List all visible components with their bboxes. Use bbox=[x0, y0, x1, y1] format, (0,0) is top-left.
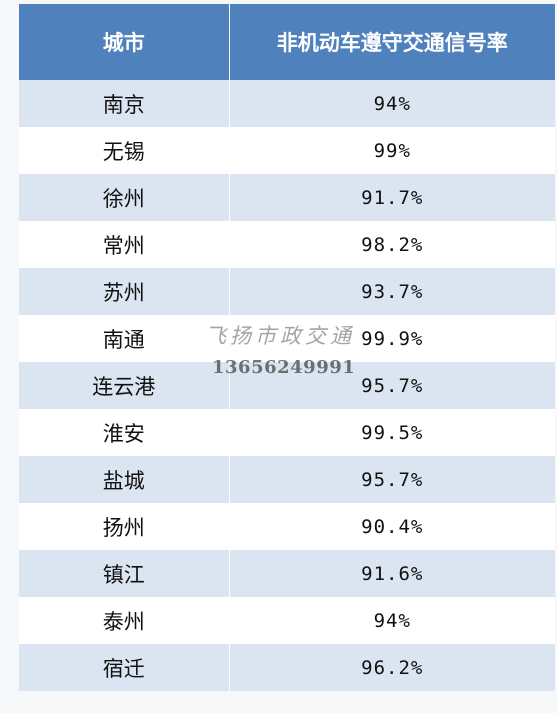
rate-cell: 98.2% bbox=[229, 221, 555, 268]
city-cell: 泰州 bbox=[19, 597, 230, 644]
rate-cell: 93.7% bbox=[229, 268, 555, 315]
rate-cell: 94% bbox=[229, 80, 555, 127]
table-row: 淮安 99.5% bbox=[19, 409, 555, 456]
table-row: 泰州 94% bbox=[19, 597, 555, 644]
table-row: 镇江 91.6% bbox=[19, 550, 555, 597]
table-row: 南京 94% bbox=[19, 80, 555, 127]
rate-cell: 95.7% bbox=[229, 456, 555, 503]
table-row: 苏州 93.7% bbox=[19, 268, 555, 315]
rate-cell: 99.9% bbox=[229, 315, 555, 362]
data-table-container: 城市 非机动车遵守交通信号率 南京 94% 无锡 99% 徐州 91.7% 常州… bbox=[19, 4, 555, 691]
table-row: 无锡 99% bbox=[19, 127, 555, 174]
rate-cell: 91.6% bbox=[229, 550, 555, 597]
rate-cell: 99.5% bbox=[229, 409, 555, 456]
table-row: 盐城 95.7% bbox=[19, 456, 555, 503]
rate-cell: 96.2% bbox=[229, 644, 555, 691]
city-cell: 无锡 bbox=[19, 127, 230, 174]
rate-cell: 95.7% bbox=[229, 362, 555, 409]
city-cell: 南京 bbox=[19, 80, 230, 127]
compliance-table: 城市 非机动车遵守交通信号率 南京 94% 无锡 99% 徐州 91.7% 常州… bbox=[19, 4, 555, 691]
city-cell: 连云港 bbox=[19, 362, 230, 409]
column-header-rate: 非机动车遵守交通信号率 bbox=[229, 4, 555, 80]
table-row: 连云港 95.7% bbox=[19, 362, 555, 409]
table-row: 扬州 90.4% bbox=[19, 503, 555, 550]
column-header-city: 城市 bbox=[19, 4, 230, 80]
rate-cell: 99% bbox=[229, 127, 555, 174]
table-row: 宿迁 96.2% bbox=[19, 644, 555, 691]
city-cell: 常州 bbox=[19, 221, 230, 268]
table-header-row: 城市 非机动车遵守交通信号率 bbox=[19, 4, 555, 80]
city-cell: 宿迁 bbox=[19, 644, 230, 691]
city-cell: 淮安 bbox=[19, 409, 230, 456]
city-cell: 盐城 bbox=[19, 456, 230, 503]
rate-cell: 91.7% bbox=[229, 174, 555, 221]
table-row: 常州 98.2% bbox=[19, 221, 555, 268]
city-cell: 镇江 bbox=[19, 550, 230, 597]
city-cell: 扬州 bbox=[19, 503, 230, 550]
city-cell: 南通 bbox=[19, 315, 230, 362]
city-cell: 徐州 bbox=[19, 174, 230, 221]
rate-cell: 90.4% bbox=[229, 503, 555, 550]
table-row: 南通 99.9% bbox=[19, 315, 555, 362]
rate-cell: 94% bbox=[229, 597, 555, 644]
table-row: 徐州 91.7% bbox=[19, 174, 555, 221]
city-cell: 苏州 bbox=[19, 268, 230, 315]
